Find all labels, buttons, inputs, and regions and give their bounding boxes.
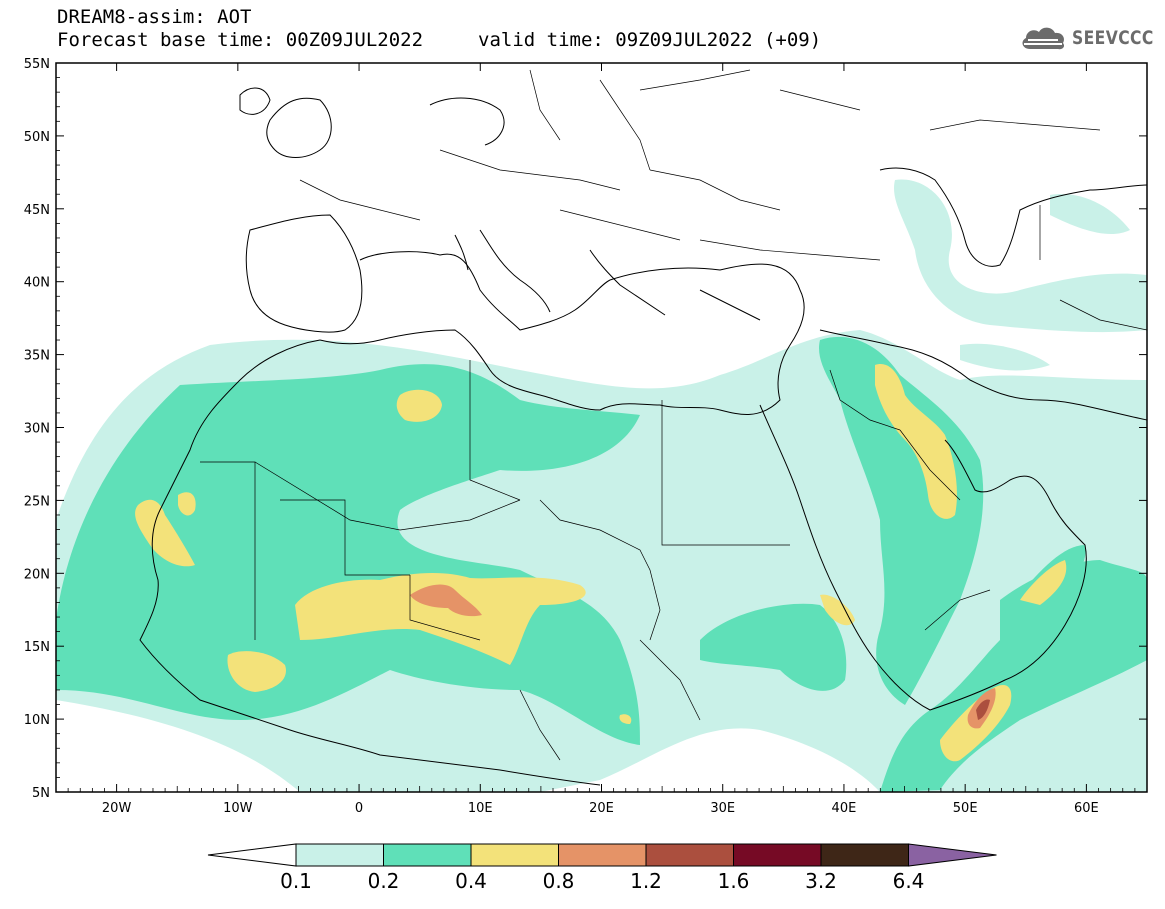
lat-label: 30N [24,422,50,437]
lat-label: 45N [24,203,50,218]
colorbar-label: 6.4 [893,869,925,893]
lon-label: 60E [1074,801,1099,816]
lon-label: 30E [710,801,735,816]
lat-label: 25N [24,494,50,509]
colorbar: 0.1 0.2 0.4 0.8 1.2 1.6 3.2 6.4 [207,843,997,893]
colorbar-label: 0.8 [543,869,575,893]
lon-label: 10W [223,801,253,816]
colorbar-min-arrow [207,843,297,867]
colorbar-label: 0.4 [455,869,487,893]
lat-label: 5N [32,786,50,801]
seevccc-logo: SEEVCCC [1018,22,1165,54]
lat-label: 40N [24,276,50,291]
lat-label: 35N [24,349,50,364]
lon-label: 20W [102,801,132,816]
colorbar-label: 1.2 [630,869,662,893]
valid-time: valid time: 09Z09JUL2022 (+09) [478,29,822,51]
colorbar-swatch [733,843,822,867]
cloud-icon [1022,27,1065,50]
lon-label: 10E [468,801,493,816]
latitude-axis: 55N 50N 45N 40N 35N 30N 25N 20N 15N 10N 5N [24,57,1147,801]
aot-class-1.2 [976,699,990,720]
lat-label: 20N [24,567,50,582]
colorbar-label: 3.2 [805,869,837,893]
aot-class-0.4 [135,364,1067,762]
base-time: Forecast base time: 00Z09JUL2022 [57,29,424,51]
colorbar-swatch [470,843,559,867]
lon-label: 40E [832,801,857,816]
lon-label: 50E [953,801,978,816]
product-title: DREAM8-assim: AOT [57,6,252,28]
aot-field [56,63,1147,792]
lon-label: 20E [589,801,614,816]
logo-text: SEEVCCC [1072,27,1154,49]
country-borders [200,69,1147,761]
lat-label: 15N [24,640,50,655]
lon-label: 0 [355,801,363,816]
colorbar-swatch [558,843,647,867]
longitude-axis: 20W 10W 0 10E 20E 30E 40E 50E 60E [55,63,1148,816]
colorbar-label: 0.1 [280,869,312,893]
coastlines [139,87,1147,786]
colorbar-swatch [383,843,472,867]
colorbar-swatch [820,843,909,867]
colorbar-swatch [295,843,384,867]
lat-label: 55N [24,57,50,72]
colorbar-swatch [645,843,734,867]
colorbar-label: 0.2 [368,869,400,893]
colorbar-max-arrow [908,843,997,867]
lat-label: 10N [24,713,50,728]
lat-label: 50N [24,130,50,145]
colorbar-label: 1.6 [718,869,750,893]
